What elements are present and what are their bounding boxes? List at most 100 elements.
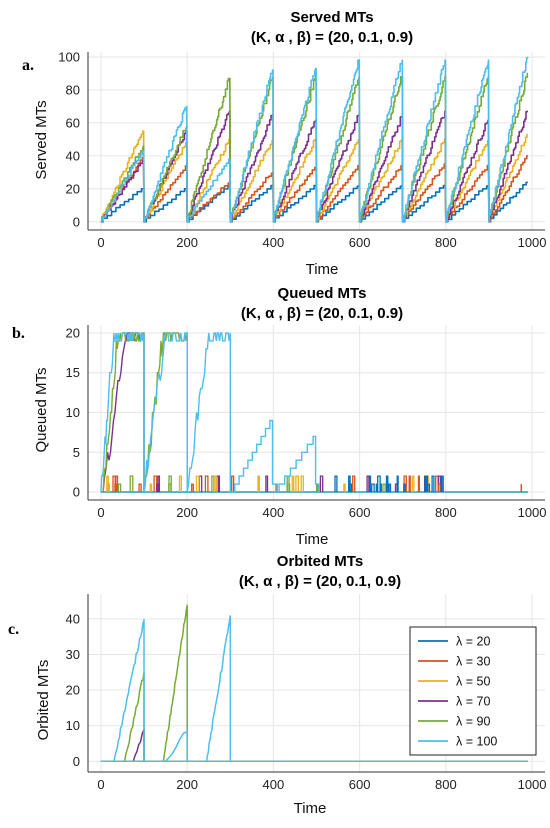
- queue-blip: [385, 475, 389, 492]
- queue-blip: [149, 483, 153, 492]
- queue-blip: [315, 483, 319, 492]
- queue-blip: [168, 483, 172, 492]
- queue-blip: [379, 483, 382, 492]
- legend: λ = 20 λ = 30 λ = 50 λ = 70 λ = 90 λ = 100: [409, 626, 537, 756]
- panel-served: Served MTs (K, α , β) = (20, 0.1, 0.9) a…: [22, 9, 547, 278]
- ticks-queued: 0 200 400 600 800 1000 0 5 10 15 20: [66, 325, 547, 520]
- xlabel-served: Time: [306, 261, 339, 278]
- x-tick-label: 600: [349, 505, 371, 520]
- queue-blip: [371, 483, 375, 492]
- y-tick-label: 15: [66, 365, 80, 380]
- orbit-ramp: [165, 729, 188, 762]
- x-tick-label: 1000: [518, 505, 547, 520]
- legend-entry: λ = 20: [456, 635, 490, 649]
- queue-blip: [334, 475, 338, 492]
- queue-blip: [382, 483, 386, 492]
- x-tick-label: 1000: [518, 777, 547, 792]
- panel-label-c: c.: [8, 621, 19, 638]
- legend-box: [409, 626, 537, 756]
- queue-blip: [138, 483, 142, 492]
- queue-blip: [408, 475, 411, 492]
- queue-blip: [300, 475, 304, 492]
- y-tick-label: 20: [66, 683, 80, 698]
- x-tick-label: 1000: [518, 235, 547, 250]
- panel-queued: Queued MTs (K, α , β) = (20, 0.1, 0.9) b…: [12, 285, 547, 548]
- orbit-ramp: [205, 615, 232, 762]
- ylabel-queued: Queued MTs: [33, 367, 50, 452]
- plot-area-queued: [100, 332, 528, 493]
- queue-blip: [231, 475, 235, 492]
- title-queued: Queued MTs: [278, 285, 367, 302]
- x-tick-label: 600: [349, 777, 371, 792]
- y-tick-label: 0: [73, 754, 80, 769]
- plot-area-served: [100, 56, 529, 223]
- queue-blip: [114, 483, 118, 492]
- queue-blip: [440, 475, 444, 492]
- queue-ramp: [186, 332, 231, 493]
- x-tick-label: 600: [349, 235, 371, 250]
- ticks-served: 0 200 400 600 800 1000 0 20 40 60 80 100: [58, 49, 546, 250]
- ylabel-served: Served MTs: [33, 100, 50, 179]
- orbit-ramp: [162, 604, 188, 762]
- grid-queued: [88, 325, 545, 500]
- y-tick-label: 60: [66, 115, 80, 130]
- x-tick-label: 200: [176, 777, 198, 792]
- x-tick-label: 0: [97, 505, 104, 520]
- x-tick-label: 800: [435, 235, 457, 250]
- queue-blip: [366, 475, 370, 492]
- xlabel-queued: Time: [296, 531, 329, 548]
- queue-ramp: [100, 332, 145, 493]
- queue-blip: [217, 475, 221, 492]
- queue-blip: [417, 475, 420, 492]
- panel-orbited: Orbited MTs (K, α , β) = (20, 0.1, 0.9) …: [8, 553, 547, 817]
- x-tick-label: 0: [97, 777, 104, 792]
- legend-entry: λ = 70: [456, 695, 490, 709]
- orbit-ramp: [123, 672, 145, 762]
- queue-blip: [129, 475, 134, 492]
- queue-blip: [291, 475, 295, 492]
- queue-ramp: [273, 435, 320, 493]
- y-tick-label: 100: [58, 49, 80, 64]
- queue-blip: [394, 483, 398, 492]
- queue-blip: [403, 483, 406, 492]
- queue-blip: [178, 475, 182, 492]
- y-tick-label: 20: [66, 325, 80, 340]
- x-tick-label: 0: [97, 235, 104, 250]
- y-tick-label: 30: [66, 647, 80, 662]
- ylabel-orbited: Orbited MTs: [35, 660, 52, 741]
- legend-entry: λ = 90: [456, 715, 490, 729]
- queue-ramp: [143, 332, 188, 493]
- legend-entry: λ = 100: [456, 735, 497, 749]
- y-tick-label: 40: [66, 148, 80, 163]
- panel-label-a: a.: [22, 57, 34, 74]
- queue-blip: [319, 475, 324, 492]
- title-served: Served MTs: [290, 9, 373, 26]
- x-tick-label: 200: [176, 235, 198, 250]
- series-line-served: [100, 72, 529, 223]
- legend-entry: λ = 30: [456, 655, 490, 669]
- title-orbited: Orbited MTs: [277, 553, 363, 570]
- queue-blip: [368, 475, 372, 492]
- series-line-served: [100, 56, 529, 223]
- x-tick-label: 400: [263, 235, 285, 250]
- x-tick-label: 800: [435, 505, 457, 520]
- xlabel-orbited: Time: [294, 800, 327, 817]
- y-tick-label: 80: [66, 82, 80, 97]
- y-tick-label: 20: [66, 181, 80, 196]
- y-tick-label: 10: [66, 718, 80, 733]
- queue-blip: [348, 483, 353, 492]
- x-tick-label: 200: [176, 505, 198, 520]
- series-line-served: [100, 155, 528, 223]
- plot-area-orbited: [100, 604, 528, 763]
- queue-blip: [156, 483, 160, 492]
- queue-blip: [425, 483, 429, 492]
- x-tick-label: 400: [263, 505, 285, 520]
- queue-blip: [204, 475, 209, 492]
- subtitle-queued: (K, α , β) = (20, 0.1, 0.9): [241, 305, 403, 322]
- queue-blip: [295, 475, 299, 492]
- queue-blip: [195, 475, 200, 492]
- queue-blip: [411, 475, 415, 492]
- x-tick-label: 800: [435, 777, 457, 792]
- panel-label-b: b.: [12, 325, 25, 342]
- orbit-ramp: [113, 618, 145, 762]
